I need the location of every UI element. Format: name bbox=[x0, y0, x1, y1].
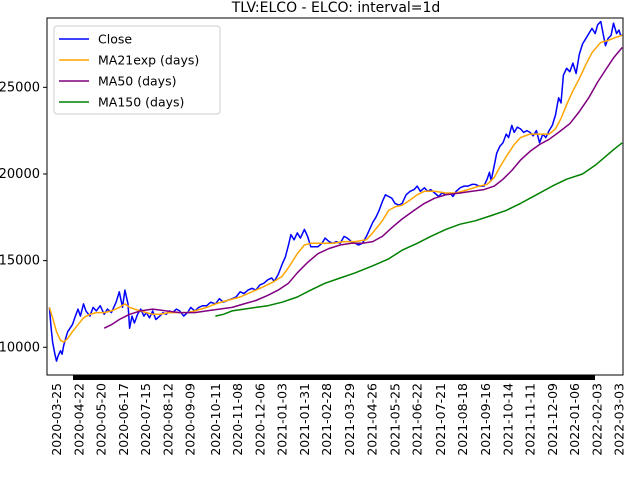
x-axis: 2020-03-25 2020-04-22 2020-05-20 2020-06-17… bbox=[49, 375, 627, 456]
y-tick-label: 10000 bbox=[0, 340, 40, 355]
legend-label: Close bbox=[98, 32, 132, 47]
x-tick-label: 2021-05-25 bbox=[388, 383, 403, 456]
series-line-ma21exp-days bbox=[48, 34, 623, 343]
legend-label: MA150 (days) bbox=[98, 95, 184, 110]
series-line-ma50-days bbox=[103, 47, 623, 329]
y-tick-label: 25000 bbox=[0, 80, 40, 95]
y-tick-label: 20000 bbox=[0, 167, 40, 182]
x-tick-label: 2021-11-11 bbox=[523, 383, 538, 456]
x-tick-label: 2021-02-28 bbox=[319, 383, 334, 456]
x-tick-label: 2022-01-06 bbox=[567, 383, 582, 456]
legend: Close MA21exp (days) MA50 (days) MA150 (day… bbox=[53, 25, 221, 115]
legend-label: MA21exp (days) bbox=[98, 53, 199, 68]
series-line-ma150-days bbox=[215, 142, 623, 317]
x-tick-label: 2020-12-06 bbox=[252, 383, 267, 456]
legend-label: MA50 (days) bbox=[98, 74, 176, 89]
chart-title: TLV:ELCO - ELCO: interval=1d bbox=[231, 0, 441, 16]
series-line-close bbox=[48, 20, 623, 362]
x-tick-label: 2020-07-15 bbox=[138, 383, 153, 456]
x-tick-label: 2022-02-03 bbox=[589, 383, 604, 456]
x-tick-label: 2021-01-03 bbox=[275, 383, 290, 456]
x-tick-label: 2020-05-20 bbox=[94, 383, 109, 456]
x-daily-tick-band bbox=[73, 375, 595, 380]
x-tick-label: 2021-01-31 bbox=[297, 383, 312, 456]
y-axis: 10000 15000 20000 25000 bbox=[0, 80, 47, 355]
x-tick-label: 2021-04-26 bbox=[364, 383, 379, 456]
plot-area bbox=[48, 20, 623, 362]
x-tick-label: 2020-03-25 bbox=[49, 383, 64, 456]
x-tick-label: 2021-10-14 bbox=[500, 383, 515, 456]
x-tick-label: 2020-10-11 bbox=[208, 383, 223, 456]
x-tick-label: 2020-06-17 bbox=[116, 383, 131, 456]
x-tick-label: 2021-07-21 bbox=[433, 383, 448, 456]
x-tick-label: 2021-03-29 bbox=[342, 383, 357, 456]
legend-box bbox=[53, 25, 221, 115]
x-tick-label: 2020-09-09 bbox=[183, 383, 198, 456]
x-tick-label: 2021-08-18 bbox=[455, 383, 470, 456]
x-tick-label: 2021-12-09 bbox=[545, 383, 560, 456]
x-tick-label: 2020-04-22 bbox=[71, 383, 86, 456]
x-tick-label: 2021-09-16 bbox=[478, 383, 493, 456]
x-tick-label: 2022-03-03 bbox=[612, 383, 627, 456]
x-tick-label: 2021-06-22 bbox=[410, 383, 425, 456]
x-tick-label: 2020-08-12 bbox=[160, 383, 175, 456]
y-tick-label: 15000 bbox=[0, 254, 40, 269]
x-tick-label: 2020-11-08 bbox=[230, 383, 245, 456]
